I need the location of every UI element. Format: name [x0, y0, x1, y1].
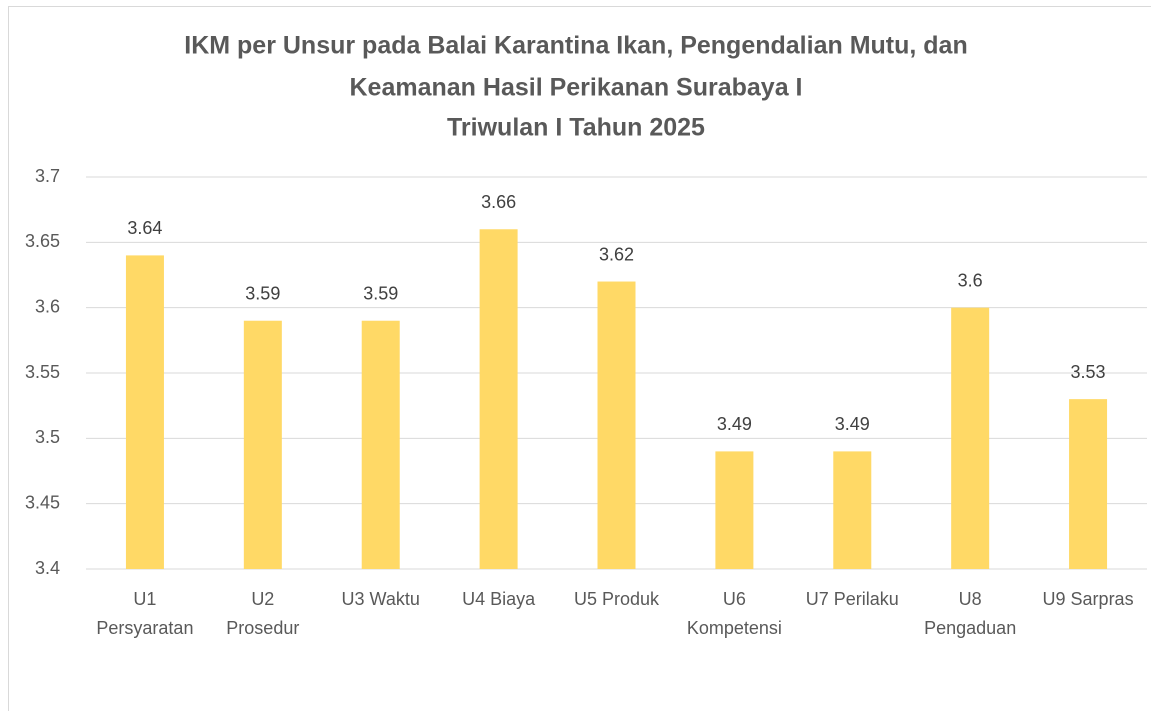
x-tick-label: Kompetensi [687, 618, 782, 638]
bar [243, 320, 282, 569]
x-tick-label: U5 Produk [574, 589, 660, 609]
x-tick-label: U2 [251, 589, 274, 609]
y-tick-label: 3.55 [25, 362, 60, 382]
x-tick-label: U9 Sarpras [1043, 589, 1134, 609]
x-tick-label: U1 [133, 589, 156, 609]
x-tick-label: U3 Waktu [342, 589, 420, 609]
bar [125, 255, 164, 569]
x-tick-label: Prosedur [226, 618, 299, 638]
data-label: 3.62 [599, 244, 634, 264]
data-label: 3.49 [717, 414, 752, 434]
bar [361, 320, 400, 569]
bar [833, 451, 872, 569]
y-tick-label: 3.65 [25, 231, 60, 251]
x-tick-label: Persyaratan [96, 618, 193, 638]
x-tick-label: U8 [959, 589, 982, 609]
data-label: 3.59 [363, 283, 398, 303]
data-label: 3.49 [835, 414, 870, 434]
y-tick-label: 3.4 [35, 558, 60, 578]
x-tick-label: U4 Biaya [462, 589, 536, 609]
chart-title: Keamanan Hasil Perikanan Surabaya I [350, 74, 803, 102]
y-tick-label: 3.45 [25, 492, 60, 512]
data-label: 3.6 [958, 270, 983, 290]
x-tick-label: Pengaduan [924, 618, 1016, 638]
bar [951, 307, 990, 569]
y-tick-label: 3.7 [35, 166, 60, 186]
bar [479, 229, 518, 569]
data-label: 3.64 [127, 218, 162, 238]
data-label: 3.59 [245, 283, 280, 303]
data-label: 3.66 [481, 192, 516, 212]
chart-subtitle: Triwulan I Tahun 2025 [447, 114, 705, 142]
data-label: 3.53 [1071, 362, 1106, 382]
y-tick-label: 3.5 [35, 427, 60, 447]
chart-title: IKM per Unsur pada Balai Karantina Ikan,… [184, 32, 967, 60]
bar [597, 281, 636, 569]
x-tick-label: U6 [723, 589, 746, 609]
chart-border [8, 6, 1151, 711]
y-tick-label: 3.6 [35, 296, 60, 316]
bar [715, 451, 754, 569]
bar [1069, 399, 1108, 569]
x-tick-label: U7 Perilaku [806, 589, 899, 609]
